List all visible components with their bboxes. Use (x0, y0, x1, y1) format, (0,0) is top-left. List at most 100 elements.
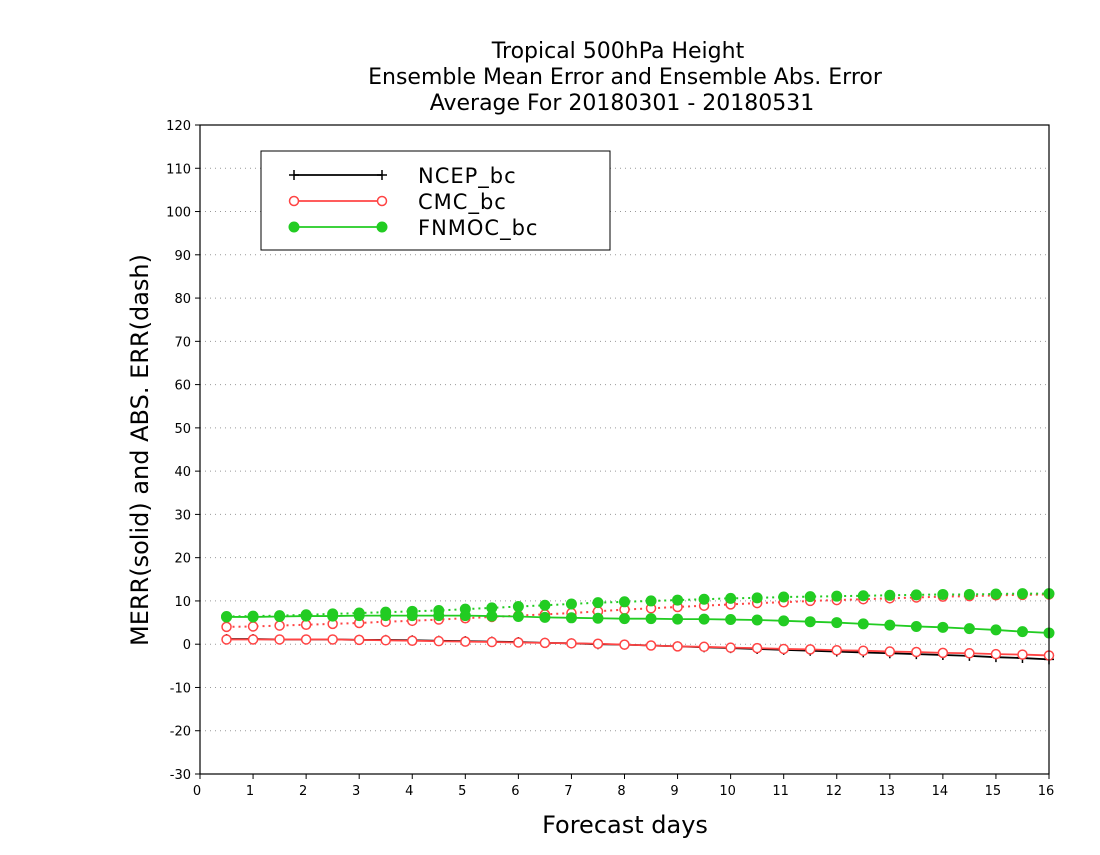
fnmoc-bc-merr-point (486, 610, 498, 622)
fnmoc-bc-merr-point (963, 623, 975, 635)
fnmoc-bc-abs-err-point (990, 588, 1002, 600)
fnmoc-bc-abs-err-point (1016, 588, 1028, 600)
cmc-bc-merr-point (990, 648, 1002, 660)
fnmoc-bc-merr-point (433, 610, 445, 622)
y-tick-label: 10 (174, 595, 191, 610)
cmc-bc-merr-point (486, 636, 498, 648)
cmc-bc-merr-point (698, 641, 710, 653)
fnmoc-bc-abs-err-point (831, 590, 843, 602)
x-tick-label: 12 (825, 784, 842, 799)
fnmoc-bc-merr-point (300, 610, 312, 622)
legend-label-cmc-bc: CMC_bc (418, 190, 507, 215)
series-ncep-bc (221, 634, 1054, 665)
cmc-bc-merr-point (804, 644, 816, 655)
x-tick-label: 16 (1038, 784, 1055, 799)
fnmoc-bc-merr-point (990, 624, 1002, 636)
y-tick-label: 100 (166, 206, 191, 221)
plot-frame (199, 124, 1050, 775)
cmc-bc-merr-point (937, 647, 949, 659)
x-tick-label: 14 (932, 784, 949, 799)
x-tick-label: 9 (670, 784, 678, 799)
cmc-bc-merr-point (407, 635, 418, 646)
fnmoc-bc-merr-point (592, 612, 604, 624)
legend-label-fnmoc-bc: FNMOC_bc (418, 216, 538, 241)
cmc-bc-merr-point (645, 640, 657, 651)
x-tick-label: 2 (299, 784, 307, 799)
fnmoc-bc-merr-point (619, 613, 630, 625)
y-tick-label: 80 (174, 292, 191, 307)
cmc-bc-merr-point (327, 634, 338, 645)
fnmoc-bc-merr-point (884, 619, 896, 631)
legend-marker-cmc-bc (288, 195, 300, 207)
fnmoc-bc-merr-point (512, 611, 524, 623)
fnmoc-bc-merr-point (327, 610, 339, 622)
chart-title-line-1: Tropical 500hPa Height (491, 39, 745, 64)
x-tick-label: 1 (246, 784, 254, 799)
fnmoc-bc-merr-line (226, 614, 1050, 634)
fnmoc-bc-abs-err-line (226, 592, 1049, 618)
cmc-bc-merr-point (274, 634, 285, 645)
cmc-bc-merr-point (911, 646, 922, 658)
x-tick-label: 8 (617, 784, 625, 799)
fnmoc-bc-merr-point (247, 611, 259, 623)
fnmoc-bc-merr-point (353, 610, 365, 622)
fnmoc-bc-merr-point (1016, 626, 1028, 638)
fnmoc-bc-merr-point (459, 610, 471, 622)
fnmoc-bc-merr-point (910, 620, 922, 632)
fnmoc-bc-abs-err-point (884, 589, 896, 601)
y-tick-label: -30 (170, 768, 191, 783)
x-axis-label: Forecast days (542, 811, 708, 839)
x-tick-label: 6 (511, 784, 519, 799)
fnmoc-bc-merr-point (725, 614, 737, 626)
legend-marker-fnmoc-bc (376, 221, 388, 233)
fnmoc-bc-abs-err-point (857, 590, 869, 602)
cmc-bc-abs-err-point (300, 619, 312, 630)
fnmoc-bc-abs-err-point (751, 592, 763, 604)
legend-marker-ncep-bc (289, 170, 299, 180)
series-fnmoc-bc (221, 588, 1055, 639)
cmc-bc-merr-point (725, 642, 736, 653)
legend-marker-cmc-bc (376, 195, 388, 207)
fnmoc-bc-merr-point (751, 614, 763, 626)
cmc-bc-merr-point (858, 645, 869, 656)
cmc-bc-merr-point (566, 638, 577, 649)
cmc-bc-abs-err-line (226, 593, 1050, 628)
cmc-bc-merr-point (778, 643, 789, 655)
cmc-bc-abs-err-point (247, 621, 259, 632)
x-tick-label: 13 (879, 784, 896, 799)
cmc-bc-merr-point (1017, 649, 1028, 660)
fnmoc-bc-abs-err-point (512, 601, 524, 613)
cmc-bc-abs-err-point (274, 620, 285, 631)
x-tick-label: 3 (352, 784, 360, 799)
fnmoc-bc-abs-err-point (963, 588, 975, 600)
cmc-bc-merr-point (513, 637, 524, 648)
fnmoc-bc-abs-err-point (778, 591, 790, 603)
fnmoc-bc-merr-point (804, 616, 816, 628)
fnmoc-bc-merr-point (565, 612, 577, 624)
fnmoc-bc-merr-point (778, 615, 790, 627)
fnmoc-bc-abs-err-point (539, 599, 551, 611)
x-tick-label: 0 (193, 784, 201, 799)
fnmoc-bc-merr-point (831, 617, 843, 629)
y-tick-label: 50 (174, 422, 191, 437)
series-layer (221, 588, 1055, 665)
x-tick-label: 7 (564, 784, 572, 799)
fnmoc-bc-merr-point (274, 611, 286, 623)
cmc-bc-merr-point (221, 634, 232, 645)
series-cmc-bc (221, 589, 1055, 661)
cmc-bc-merr-point (539, 637, 551, 649)
x-tick-label: 10 (719, 784, 736, 799)
cmc-bc-merr-point (751, 642, 763, 654)
ncep-bc-merr-line (226, 638, 1050, 661)
y-tick-label: 90 (174, 249, 191, 264)
legend-label-ncep-bc: NCEP_bc (418, 164, 517, 189)
cmc-bc-merr-point (672, 641, 683, 652)
cmc-bc-merr-point (460, 636, 471, 647)
y-tick-label: 40 (174, 465, 191, 480)
y-tick-label: 20 (174, 552, 191, 567)
x-tick-label: 5 (458, 784, 466, 799)
cmc-bc-merr-point (433, 635, 445, 647)
